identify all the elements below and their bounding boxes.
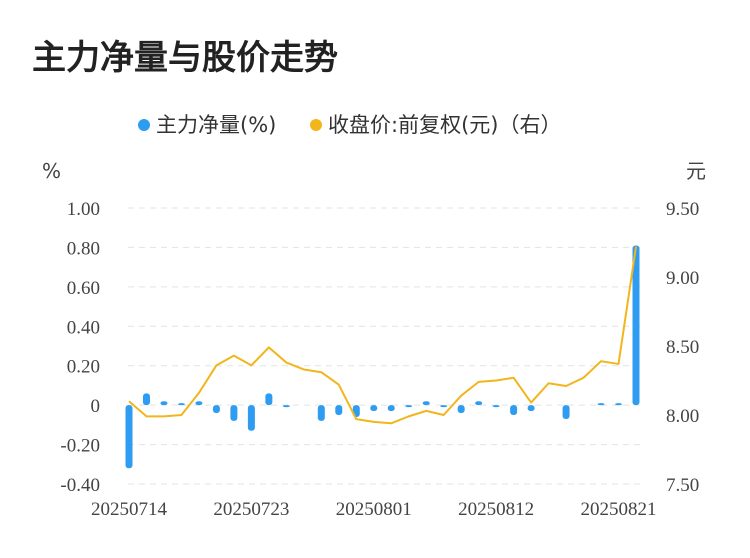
bar [615, 403, 623, 406]
bar [125, 405, 133, 469]
grid-lines [128, 207, 640, 485]
legend-marker-line [310, 119, 322, 131]
left-tick-label: 0.20 [67, 357, 100, 378]
bar [195, 401, 203, 406]
bar [527, 405, 535, 412]
left-axis-ticks: 1.00 0.80 0.60 0.40 0.20 0 -0.20 -0.40 [60, 199, 100, 496]
left-tick-label: 0.60 [67, 278, 100, 299]
bar [370, 405, 378, 412]
line-series [128, 246, 637, 425]
bar [422, 401, 430, 406]
price-line [128, 246, 637, 425]
right-tick-label: 9.50 [666, 199, 699, 220]
x-axis-ticks: 20250714 20250723 20250801 20250812 20250821 [91, 499, 657, 520]
x-tick-label: 20250723 [213, 499, 289, 520]
left-tick-label: 0.80 [67, 238, 100, 259]
bar [457, 405, 465, 414]
bar [405, 405, 413, 408]
bar [230, 405, 238, 421]
right-axis-ticks: 9.50 9.00 8.50 8.00 7.50 [666, 199, 699, 496]
x-tick-label: 20250801 [336, 499, 412, 520]
bar [597, 403, 605, 406]
bar [492, 405, 500, 408]
left-tick-label: -0.40 [60, 475, 100, 496]
right-tick-label: 9.00 [666, 268, 699, 289]
legend: 主力净量(%) 收盘价:前复权(元)（右） [138, 113, 561, 137]
left-tick-label: 1.00 [67, 199, 100, 220]
left-tick-label: -0.20 [60, 436, 100, 457]
bar [247, 405, 255, 431]
left-tick-label: 0 [91, 396, 101, 417]
left-tick-label: 0.40 [67, 317, 100, 338]
chart-title: 主力净量与股价走势 [32, 38, 338, 78]
legend-label-line: 收盘价:前复权(元)（右） [328, 113, 561, 137]
legend-label-bar: 主力净量(%) [156, 113, 276, 137]
left-axis-unit: % [42, 159, 61, 183]
bar [387, 405, 395, 412]
bar-series [125, 245, 640, 469]
bar [510, 405, 518, 415]
bar [562, 405, 570, 419]
right-tick-label: 8.00 [666, 406, 699, 427]
right-tick-label: 7.50 [666, 475, 699, 496]
legend-marker-bar [138, 119, 150, 131]
bar [282, 405, 290, 408]
bar [440, 405, 448, 408]
bar [335, 405, 343, 415]
bar [177, 403, 185, 406]
x-tick-label: 20250812 [458, 499, 534, 520]
bar [265, 393, 273, 406]
right-tick-label: 8.50 [666, 337, 699, 358]
bar [212, 405, 220, 414]
bar [632, 245, 640, 406]
bar [475, 401, 483, 406]
bar [160, 401, 168, 406]
right-axis-unit: 元 [686, 159, 706, 183]
x-tick-label: 20250714 [91, 499, 168, 520]
x-tick-label: 20250821 [581, 499, 657, 520]
bar [142, 393, 150, 406]
bar [317, 405, 325, 421]
